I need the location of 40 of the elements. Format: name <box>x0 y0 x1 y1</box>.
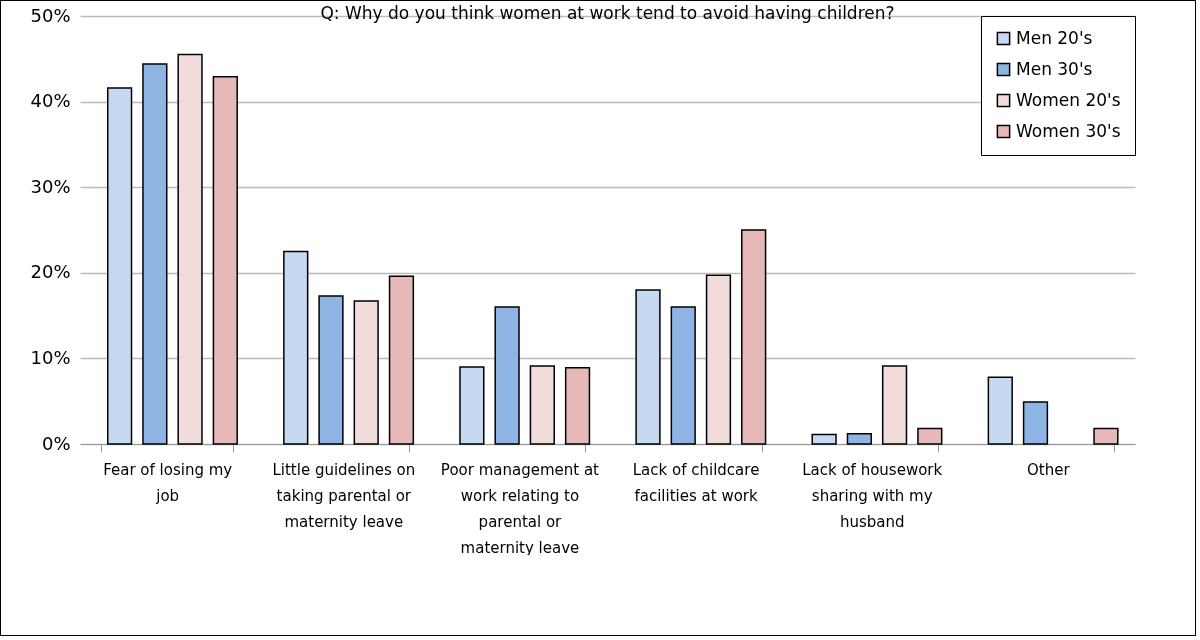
bar <box>388 275 415 445</box>
bar <box>811 433 837 445</box>
bar <box>106 87 133 445</box>
y-tick-label: 40% <box>30 90 71 112</box>
bar <box>741 229 767 445</box>
bar <box>564 367 591 445</box>
x-tick-label: Lack of housework sharing with my husband <box>802 460 943 531</box>
x-tick-label: Other <box>1027 460 1071 479</box>
x-tick-label: Fear of losing my job <box>103 460 233 505</box>
legend-label: Men 30's <box>1016 58 1093 79</box>
legend-label: Men 20's <box>1016 27 1093 48</box>
bar <box>318 295 344 445</box>
x-tick-label: Little guidelines on taking parental or maternity leave <box>272 460 416 531</box>
bar <box>670 306 696 445</box>
y-tick-label: 0% <box>41 432 71 454</box>
x-tick-label: Poor management at work relating to parental or maternity leave <box>440 460 600 557</box>
bar <box>459 366 485 445</box>
chart-title: Q: Why do you think women at work tend to avoid having children? <box>320 3 895 23</box>
bar <box>987 376 1013 445</box>
bar <box>142 63 168 445</box>
bar <box>881 365 908 445</box>
x-tick-label: Lack of childcare facilities at work <box>632 460 760 505</box>
bar <box>635 289 661 445</box>
legend-label: Women 30's <box>1016 120 1121 141</box>
y-tick-label: 50% <box>30 4 71 26</box>
bar <box>846 432 872 445</box>
bar <box>353 300 379 445</box>
y-tick-label: 10% <box>30 346 71 368</box>
bar <box>917 427 943 445</box>
bar <box>705 274 732 445</box>
legend-label: Women 20's <box>1016 89 1121 110</box>
bar <box>494 306 520 445</box>
y-tick-label: 30% <box>30 175 71 197</box>
bar <box>1093 427 1119 445</box>
bar <box>283 250 309 445</box>
bar <box>1022 401 1049 445</box>
y-tick-label: 20% <box>30 261 71 283</box>
bar <box>212 76 238 445</box>
bar <box>529 365 555 445</box>
bar <box>177 53 203 445</box>
